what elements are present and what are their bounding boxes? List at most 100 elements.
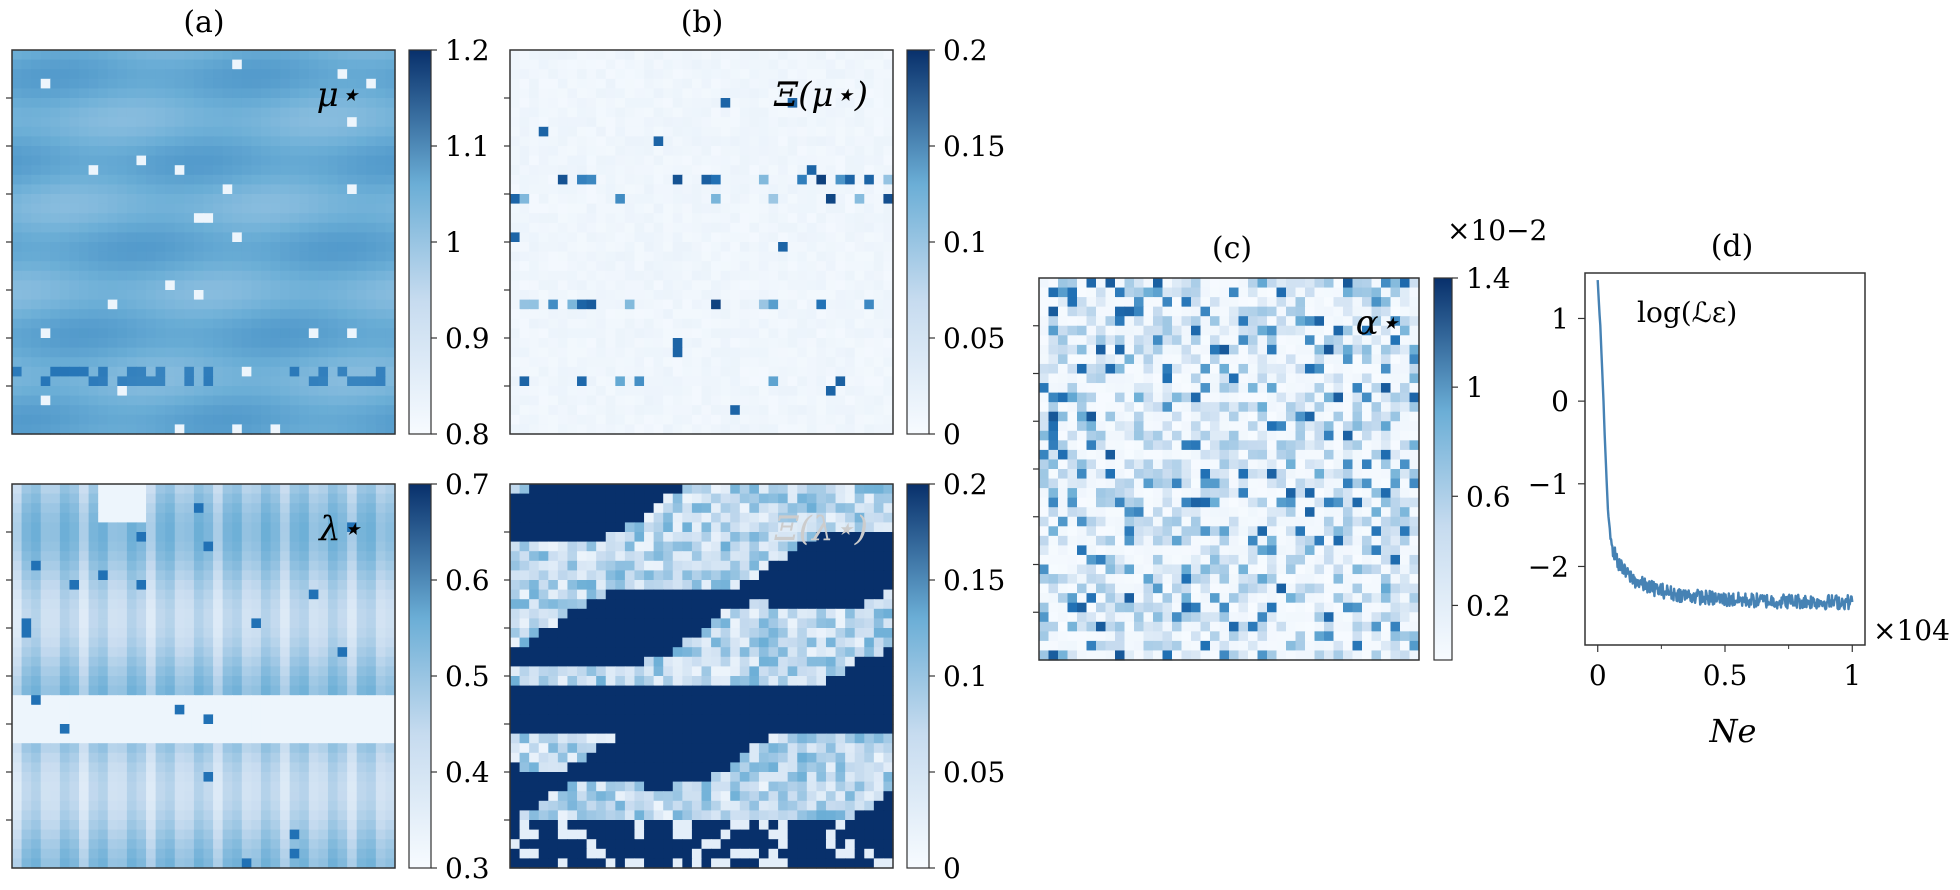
heatmap-cell xyxy=(222,347,233,358)
heatmap-cell xyxy=(873,78,885,89)
heatmap-cell xyxy=(586,299,597,310)
heatmap-cell xyxy=(778,493,789,504)
heatmap-cell xyxy=(644,270,655,281)
heatmap-cell xyxy=(778,424,789,435)
heatmap-cell xyxy=(356,541,367,552)
heatmap-cell xyxy=(165,676,176,687)
heatmap-cell xyxy=(864,386,875,397)
heatmap-cell xyxy=(720,280,731,291)
heatmap-cell xyxy=(222,781,233,792)
heatmap-cell xyxy=(864,69,875,80)
heatmap-cell xyxy=(873,213,885,224)
heatmap-cell xyxy=(232,69,243,80)
heatmap-cell xyxy=(117,551,128,562)
heatmap-cell xyxy=(270,299,281,310)
heatmap-cell xyxy=(711,484,722,495)
heatmap-cell xyxy=(40,666,51,677)
heatmap-cell xyxy=(510,299,521,310)
heatmap-cell xyxy=(385,78,396,89)
heatmap-cell xyxy=(299,261,310,272)
heatmap-cell xyxy=(883,126,894,137)
heatmap-cell xyxy=(586,59,597,70)
heatmap-cell xyxy=(730,338,741,349)
heatmap-cell xyxy=(308,589,319,600)
heatmap-cell xyxy=(50,839,61,850)
heatmap-cell xyxy=(797,261,808,272)
heatmap-cell xyxy=(768,88,779,99)
heatmap-cell xyxy=(835,184,846,195)
heatmap-cell xyxy=(720,484,731,495)
heatmap-cell xyxy=(318,357,329,368)
heatmap-cell xyxy=(280,165,291,176)
heatmap-cell xyxy=(260,560,272,571)
heatmap-cell xyxy=(280,78,291,89)
heatmap-cell xyxy=(596,69,607,80)
heatmap-cell xyxy=(69,791,80,802)
heatmap-cell xyxy=(12,676,23,687)
heatmap-cell xyxy=(280,405,291,416)
heatmap-cell xyxy=(538,261,549,272)
heatmap-cell xyxy=(739,242,750,253)
heatmap-cell xyxy=(260,541,272,552)
heatmap-cell xyxy=(270,146,281,157)
heatmap-cell xyxy=(107,376,118,387)
heatmap-cell xyxy=(174,733,185,744)
heatmap-cell xyxy=(260,395,272,406)
heatmap-cell xyxy=(883,165,894,176)
heatmap-cell xyxy=(69,232,80,243)
heatmap-cell xyxy=(318,570,329,581)
heatmap-cell xyxy=(691,136,703,147)
heatmap-cell xyxy=(366,772,377,783)
heatmap-cell xyxy=(864,146,875,157)
heatmap-cell xyxy=(835,194,846,205)
heatmap-cell xyxy=(510,146,521,157)
heatmap-cell xyxy=(644,338,655,349)
heatmap-cell xyxy=(117,772,128,783)
heatmap-cell xyxy=(366,386,377,397)
heatmap-cell xyxy=(327,704,339,715)
heatmap-cell xyxy=(299,69,310,80)
heatmap-cell xyxy=(289,762,300,773)
heatmap-cell xyxy=(88,839,99,850)
heatmap-cell xyxy=(260,424,272,435)
heatmap-cell xyxy=(366,848,377,859)
heatmap-cell xyxy=(184,107,195,118)
heatmap-cell xyxy=(289,532,300,543)
heatmap-cell xyxy=(117,743,128,754)
heatmap-cell xyxy=(12,424,23,435)
heatmap-cell xyxy=(21,69,32,80)
heatmap-cell xyxy=(739,78,750,89)
heatmap-cell xyxy=(337,791,348,802)
heatmap-cell xyxy=(299,232,310,243)
heatmap-cell xyxy=(40,685,51,696)
heatmap-cell xyxy=(31,637,42,648)
heatmap-cell xyxy=(232,146,243,157)
heatmap-cell xyxy=(155,781,166,792)
heatmap-cell xyxy=(691,126,703,137)
heatmap-cell xyxy=(663,299,674,310)
heatmap-cell xyxy=(327,174,339,185)
heatmap-cell xyxy=(222,405,233,416)
heatmap-cell xyxy=(308,656,319,667)
heatmap-cell xyxy=(79,395,90,406)
heatmap-cell xyxy=(663,184,674,195)
heatmap-cell xyxy=(356,695,367,706)
heatmap-cell xyxy=(883,50,894,61)
heatmap-cell xyxy=(289,656,300,667)
heatmap-cell xyxy=(79,203,90,214)
heatmap-cell xyxy=(366,309,377,320)
heatmap-cell xyxy=(40,599,51,610)
heatmap-cell xyxy=(117,366,128,377)
heatmap-cell xyxy=(251,666,262,677)
heatmap-cell xyxy=(222,541,233,552)
heatmap-cell xyxy=(356,136,367,147)
heatmap-cell xyxy=(117,136,128,147)
heatmap-cell xyxy=(883,59,894,70)
heatmap-cell xyxy=(222,155,233,166)
heatmap-cell xyxy=(557,184,569,195)
heatmap-cell xyxy=(280,395,291,406)
heatmap-cell xyxy=(213,395,224,406)
heatmap-cell xyxy=(69,493,80,504)
heatmap-cell xyxy=(260,522,272,533)
heatmap-cell xyxy=(663,155,674,166)
